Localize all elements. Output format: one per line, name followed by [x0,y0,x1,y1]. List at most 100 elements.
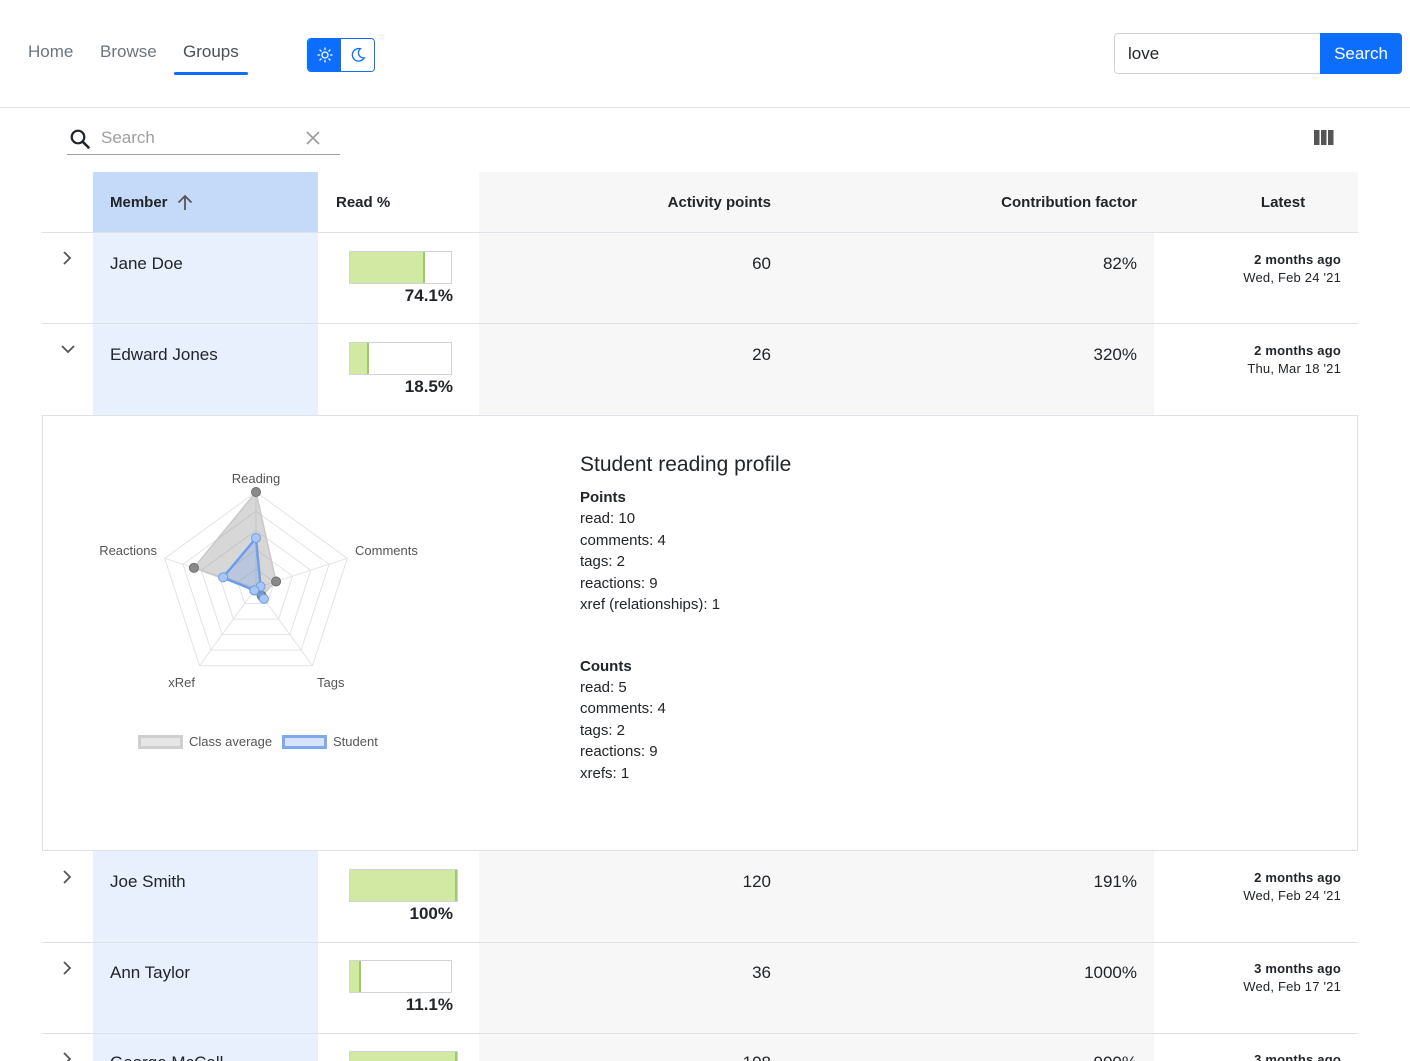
member-name: Edward Jones [110,345,218,364]
member-name: George McCall [110,1053,223,1061]
radar-point[interactable] [251,533,261,544]
member-column-header[interactable]: Member [93,172,318,233]
counts-item: read: 5 [580,678,627,696]
points-heading: Points [580,489,626,506]
chevron-right-icon[interactable] [60,869,74,885]
latest-date: Wed, Feb 24 '21 [1243,270,1341,285]
nav-groups-link[interactable]: Groups [183,42,239,61]
radar-series-area [221,534,267,603]
legend-swatch-class-average[interactable] [138,735,183,749]
counts-item: comments: 4 [580,700,666,717]
counts-heading: Counts [580,657,632,675]
contribution-factor: 191% [1093,872,1137,891]
contribution-column-header[interactable]: Contribution factor [771,172,1137,233]
read-progress-bar [349,960,452,993]
radar-point[interactable] [251,487,261,497]
header-divider [42,232,1358,233]
counts-item: xrefs: 1 [580,764,630,782]
top-search-input[interactable] [1114,33,1321,74]
row-divider [42,942,1358,943]
read-progress-bar [349,869,458,902]
search-icon [70,129,90,149]
active-tab-indicator [174,72,248,75]
latest-relative: 2 months ago [1254,343,1341,358]
radar-grid-ring [200,529,312,636]
radar-axis-label-reactions: Reactions [99,543,157,558]
chevron-right-icon[interactable] [60,960,74,976]
radar-axis-label-reading: Reading [232,471,280,486]
nav-home-link[interactable]: Home [28,42,74,61]
dark-mode-button[interactable] [341,39,374,71]
nav-browse-link[interactable]: Browse [100,42,157,61]
radar-point[interactable] [249,585,260,596]
view-columns-icon[interactable] [1314,130,1334,145]
contribution-factor: 82% [1102,254,1137,273]
radar-axis-label-xref: xRef [168,675,195,690]
legend-swatch-student[interactable] [282,735,327,749]
legend-label-class-average: Class average [189,734,273,749]
activity-points: 36 [752,963,771,982]
contribution-factor: 1000% [1084,963,1137,982]
radar-spoke [255,557,348,589]
radar-point[interactable] [188,562,199,573]
row-divider [42,1033,1358,1034]
latest-relative: 3 months ago [1254,1052,1341,1061]
table-search [67,122,340,155]
activity-points: 60 [752,254,771,273]
radar-series [188,487,282,604]
contribution-header-label: Contribution factor [1001,194,1137,211]
contribution-factor: 320% [1093,345,1137,364]
points-item: read: 10 [580,510,636,527]
read-percent: 100% [409,904,453,923]
radar-point[interactable] [271,576,282,587]
read-percent: 18.5% [404,377,453,396]
activity-column-header[interactable]: Activity points [479,172,771,233]
chevron-down-icon[interactable] [60,342,76,356]
latest-date: Thu, Mar 18 '21 [1247,361,1341,376]
read-percent: 74.1% [404,286,453,305]
chevron-right-icon[interactable] [60,250,74,266]
points-item: tags: 2 [580,553,626,570]
radar-grid-ring [182,510,330,651]
member-column-bg [93,851,318,1061]
profile-title: Student reading profile [580,453,792,476]
radar-point[interactable] [218,572,229,583]
latest-header-label: Latest [1260,194,1306,211]
read-column-header[interactable]: Read % [318,172,479,233]
top-search-button[interactable]: Search [1320,33,1402,74]
counts-item: tags: 2 [580,721,626,739]
radar-point[interactable] [258,593,269,604]
radar-spoke [199,587,257,666]
radar-grid-ring [164,491,348,667]
radar-grid-ring [218,548,294,620]
light-mode-button[interactable] [308,39,341,71]
table-search-input[interactable] [101,125,301,151]
top-navbar: Home Browse Groups Search [0,0,1410,108]
points-item: reactions: 9 [580,574,658,592]
counts-item: reactions: 9 [580,743,658,760]
clear-icon[interactable] [305,130,321,146]
latest-column-header[interactable]: Latest [1154,172,1358,233]
reading-radar-chart: Reading Comments Tags xRef Reactions [99,471,418,690]
chevron-right-icon[interactable] [60,1051,74,1061]
latest-header-bg [1154,172,1358,233]
expanded-detail-panel [42,415,1358,851]
radar-grid [164,491,348,667]
radar-axis-label-comments: Comments [355,543,418,558]
radar-axis-label-tags: Tags [317,675,345,690]
member-header-label: Member [110,194,168,211]
points-item: comments: 4 [580,531,666,549]
latest-date: Wed, Feb 24 '21 [1243,888,1341,903]
latest-date: Wed, Feb 17 '21 [1243,979,1341,994]
activity-points: 26 [752,345,771,364]
read-progress-bar [349,251,452,284]
sun-icon [316,47,333,63]
read-progress-bar [349,1051,458,1061]
row-divider [42,323,1358,324]
latest-relative: 3 months ago [1254,961,1341,976]
read-progress-fill [350,252,425,283]
read-progress-fill [350,961,362,992]
shaded-column-bg [479,172,1154,415]
contribution-factor: 900% [937,1053,1137,1061]
activity-points: 120 [742,872,771,891]
